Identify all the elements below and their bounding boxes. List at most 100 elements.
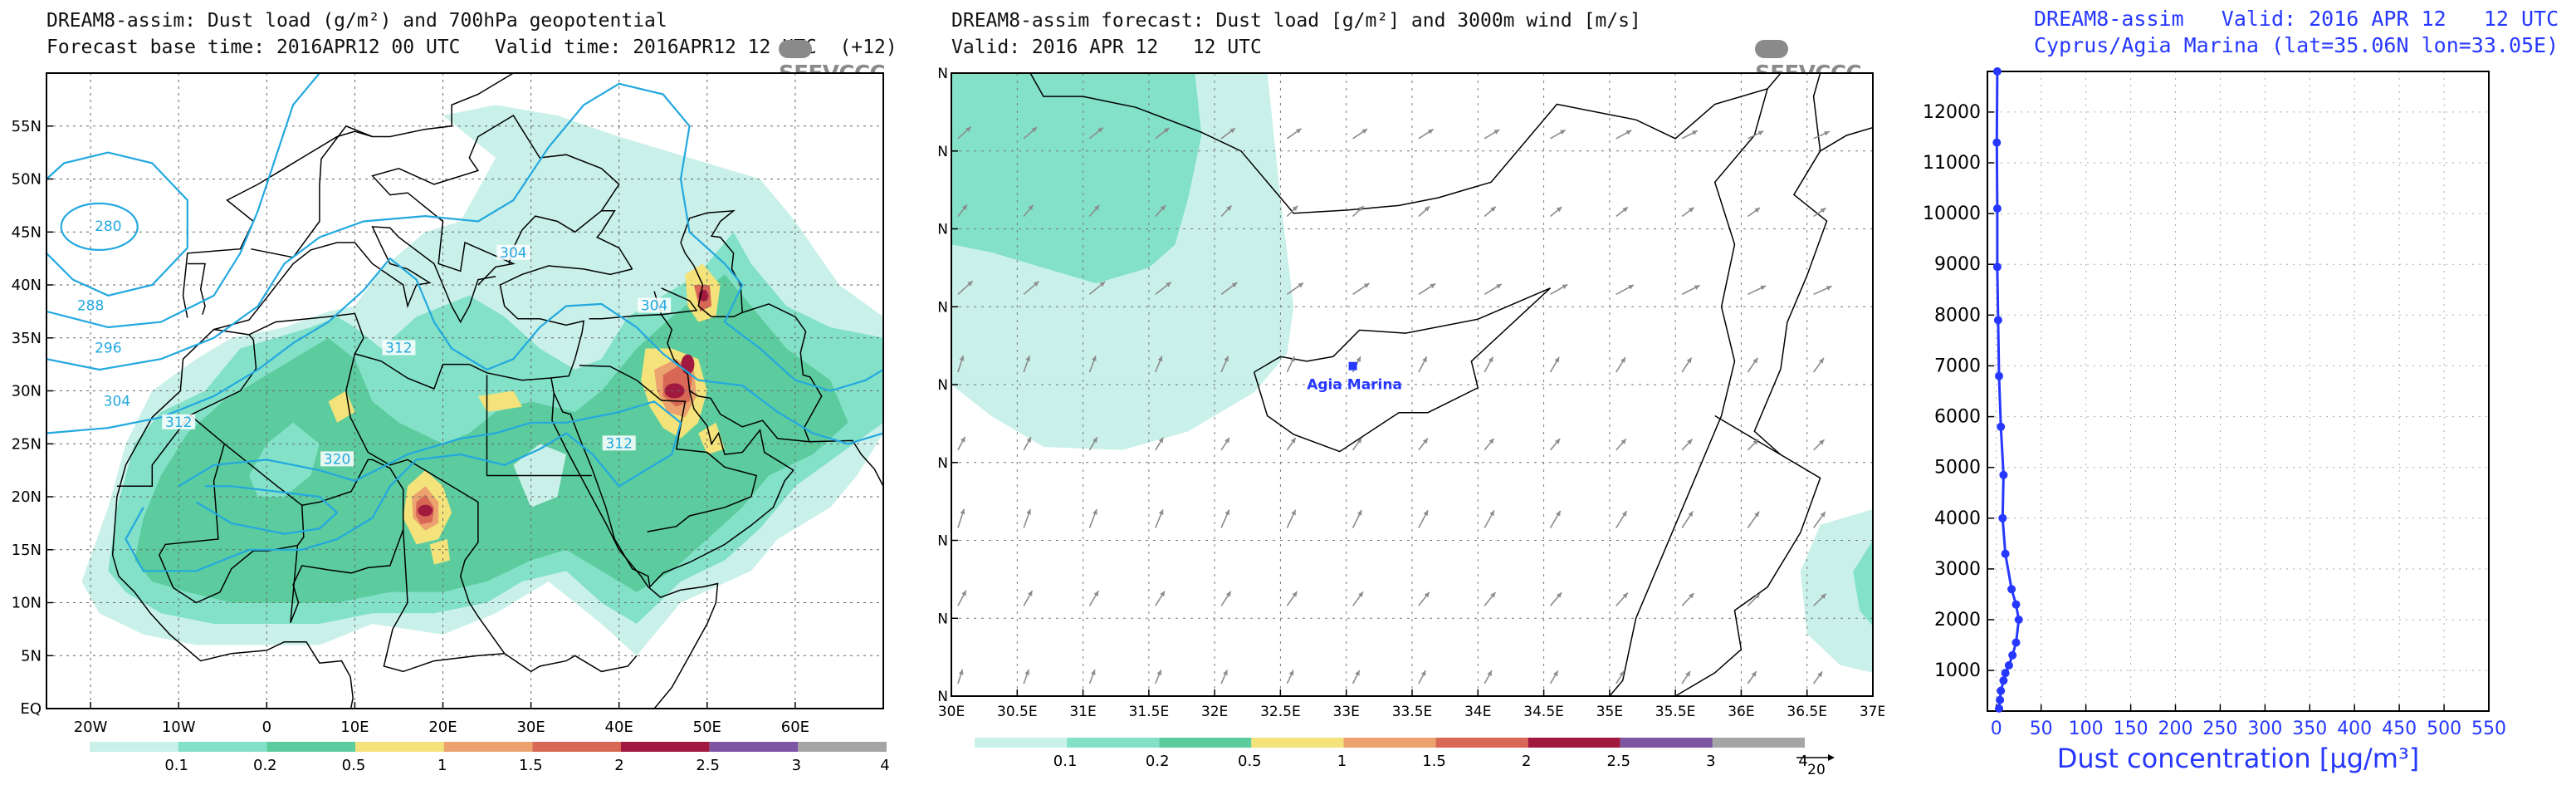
x-tick-label-11: 35.5E (1655, 704, 1696, 720)
wind-arrow-head-26 (1158, 509, 1164, 515)
wind-arrow-head-35 (1224, 437, 1229, 444)
y-tick-label-6: 30N (12, 383, 42, 400)
wind-arrow-head-109 (1826, 286, 1832, 291)
profile-point-4 (2001, 669, 2010, 678)
wind-arrow-head-98 (1754, 511, 1759, 518)
coast-turkey-south (1029, 73, 1782, 214)
y-tick-label-3: 15N (12, 542, 42, 559)
y-tick-label-11: 12000 (1923, 102, 1981, 123)
contour-288 (46, 151, 188, 297)
wind-arrow-head-100 (1752, 357, 1758, 364)
wind-arrow-head-43 (1290, 438, 1296, 444)
coast-levant (1609, 88, 1768, 696)
border-iran-east (741, 303, 823, 442)
p2-colorbar-swatch-3 (1251, 738, 1344, 748)
border-syria-lebanon (1674, 73, 1828, 696)
contour-label-0: 280 (95, 218, 121, 235)
contour-label-bg-4 (496, 244, 530, 260)
wind-arrow-head-40 (1288, 670, 1294, 676)
wind-arrow-head-101 (1760, 285, 1767, 291)
wind-arrow-head-110 (1820, 208, 1826, 213)
wind-arrow-head-49 (1358, 591, 1363, 597)
border-egypt (486, 375, 592, 477)
wind-arrow-head-88 (1685, 670, 1690, 677)
panel3-title-line2: Cyprus/Agia Marina (lat=35.06N lon=33.05… (2034, 33, 2559, 57)
wind-arrow-head-99 (1752, 439, 1758, 445)
p1-colorbar-label-0: 0.1 (164, 757, 188, 774)
wind-arrow-head-75 (1555, 439, 1561, 444)
dust-max-chad (418, 504, 433, 517)
wind-arrow-head-0 (958, 669, 964, 675)
wind-arrow-head-18 (1092, 509, 1097, 515)
wind-arrow-head-3 (960, 436, 965, 443)
wind-arrow-head-34 (1224, 509, 1229, 516)
p1-colorbar-label-4: 1.5 (519, 757, 543, 774)
panel-vertical-profile: DREAM8-assim Valid: 2016 APR 12 12 UTC C… (1909, 0, 2576, 785)
y-tick-label-4: 5000 (1934, 458, 1981, 478)
wind-arrow-head-80 (1619, 670, 1625, 677)
y-tick-label-10: 11000 (1923, 153, 1981, 174)
y-tick-label-5: 6000 (1934, 407, 1981, 428)
contour-label-8: 312 (605, 435, 632, 452)
wind-arrow-head-58 (1423, 510, 1429, 516)
wind-arrow-head-86 (1622, 207, 1628, 213)
contour-label-5: 312 (165, 415, 192, 431)
wind-arrow-head-37 (1231, 282, 1238, 287)
x-tick-label-9: 34.5E (1523, 704, 1564, 720)
border-libya-chad-sudan (345, 353, 638, 673)
wind-arrow-head-105 (1821, 593, 1826, 599)
contour-label-bg-6 (382, 340, 416, 356)
wind-arrow-head-63 (1428, 129, 1434, 135)
y-tick-label-0: EQ (20, 700, 42, 718)
coast-cyprus (1253, 287, 1552, 453)
p2-colorbar-swatch-1 (1067, 738, 1160, 748)
wind-arrow-head-41 (1292, 591, 1298, 597)
y-tick-label-6: 36N (938, 222, 948, 238)
p1-colorbar-label-6: 2.5 (696, 757, 720, 774)
y-tick-label-3: 34.5N (938, 455, 948, 472)
p1-colorbar-label-1: 0.2 (253, 757, 277, 774)
p1-colorbar-swatch-0 (90, 742, 178, 752)
x-tick-label-2: 0 (262, 719, 271, 736)
y-tick-label-0: 33N (938, 689, 948, 705)
contour-label-bg-2 (91, 340, 125, 356)
wind-arrow-head-30 (1160, 205, 1166, 211)
border-portugal (187, 262, 206, 315)
x-tick-label-7: 50E (693, 719, 721, 736)
wind-arrow-head-20 (1092, 356, 1097, 361)
contour-label-bg-7 (320, 451, 354, 467)
panel1-title-line2: Forecast base time: 2016APR12 00 UTC Val… (46, 37, 897, 58)
panel-cyprus-map: DREAM8-assim forecast: Dust load [g/m²] … (938, 0, 1884, 785)
x-tick-label-9: 450 (2382, 719, 2417, 739)
x-tick-label-4: 20E (428, 719, 457, 736)
profile-point-17 (1992, 262, 2002, 272)
x-tick-label-3: 150 (2114, 719, 2148, 739)
x-tick-label-5: 32.5E (1260, 704, 1301, 720)
wind-arrow-head-12 (1025, 356, 1030, 361)
x-tick-label-8: 34E (1464, 704, 1491, 720)
profile-frame (1987, 71, 2490, 712)
wind-arrow-head-33 (1225, 591, 1231, 597)
profile-point-15 (1995, 371, 2003, 380)
profile-point-5 (2004, 661, 2013, 670)
wind-arrow-head-71 (1493, 130, 1500, 135)
y-tick-label-3: 4000 (1934, 508, 1981, 529)
profile-point-14 (1997, 422, 2006, 431)
wind-arrow-head-69 (1496, 284, 1502, 289)
wind-arrow-head-54 (1358, 206, 1364, 212)
profile-xlabel: Dust concentration [µg/m³] (2057, 743, 2420, 774)
coast-gulf-of-guinea (111, 554, 354, 709)
x-tick-label-5: 250 (2202, 719, 2237, 739)
x-tick-label-6: 33E (1333, 704, 1360, 720)
p1-colorbar-label-5: 2 (614, 757, 623, 774)
contour-label-bg-3 (100, 393, 134, 409)
panel2-title-line1: DREAM8-assim forecast: Dust load [g/m²] … (951, 10, 1641, 32)
wind-arrow-head-2 (960, 508, 965, 515)
wind-arrow-head-83 (1620, 439, 1626, 444)
profile-point-18 (1992, 204, 2002, 213)
wind-arrow-head-67 (1488, 438, 1494, 444)
border-morocco-algeria (189, 334, 257, 416)
x-tick-label-2: 31E (1069, 704, 1096, 720)
coast-mediterranean-north (213, 226, 496, 331)
profile-point-19 (1992, 138, 2002, 147)
